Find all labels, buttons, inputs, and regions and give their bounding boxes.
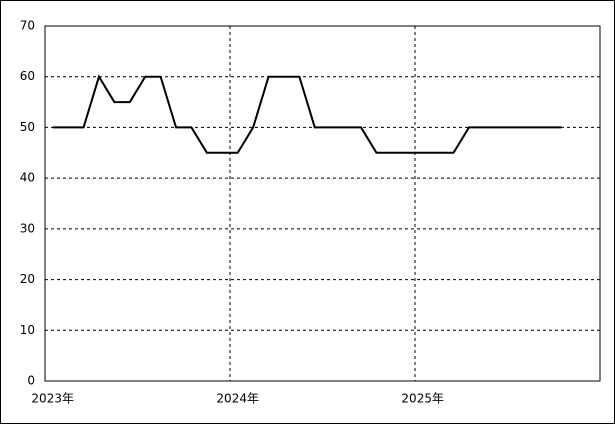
y-tick-label: 20 [20, 272, 35, 286]
y-tick-label: 60 [20, 69, 35, 83]
y-tick-label: 70 [20, 19, 35, 33]
y-tick-label: 30 [20, 221, 35, 235]
x-tick-label: 2025年 [401, 392, 444, 406]
y-tick-label: 0 [27, 374, 35, 388]
line [52, 74, 562, 154]
plot-border [44, 25, 601, 382]
y-tick-label: 50 [20, 120, 35, 134]
x-tick-label: 2023年 [31, 392, 74, 406]
y-tick-label: 40 [20, 171, 35, 185]
y-tick-label: 10 [20, 323, 35, 337]
x-tick-label: 2024年 [216, 392, 259, 406]
